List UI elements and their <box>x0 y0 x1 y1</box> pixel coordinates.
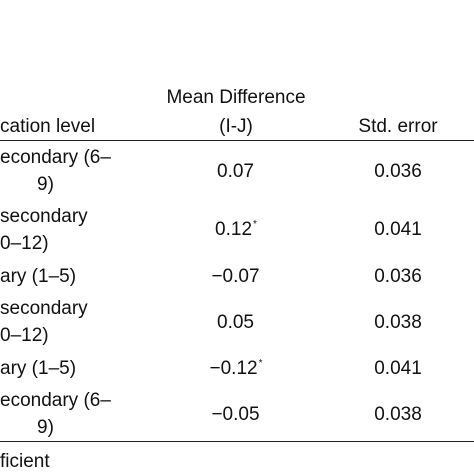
header-mean-difference-line1: Mean Difference <box>166 87 306 108</box>
row-2-level-line1: secondary <box>0 206 88 227</box>
row-6-level-line2: 9) <box>37 417 54 438</box>
header-mean-difference-line2: (I-J) <box>219 116 253 137</box>
row-3-mean-difference: −0.07 <box>211 266 260 287</box>
row-4-level-line1: secondary <box>0 298 88 319</box>
row-4-level-line2: 0–12) <box>0 325 49 346</box>
significance-marker: * <box>258 358 263 369</box>
row-2-mean-difference: 0.12* <box>215 219 257 240</box>
row-4-std-error: 0.038 <box>374 312 422 333</box>
row-1-level-line1: econdary (6– <box>0 147 111 168</box>
row-2-std-error: 0.041 <box>374 219 422 240</box>
row-1-mean-difference: 0.07 <box>217 161 254 182</box>
row-3-std-error: 0.036 <box>374 266 422 287</box>
header-divider <box>0 140 474 141</box>
table-bottom-rule <box>0 441 474 442</box>
row-3-level-line1: ary (1–5) <box>0 266 77 287</box>
header-std-error: Std. error <box>358 116 438 137</box>
table-footnote: ficient <box>0 451 50 472</box>
row-6-mean-difference: −0.05 <box>211 404 260 425</box>
header-education-level: cation level <box>0 116 96 137</box>
row-2-level-line2: 0–12) <box>0 233 49 254</box>
row-6-std-error: 0.038 <box>374 404 422 425</box>
row-1-std-error: 0.036 <box>374 161 422 182</box>
row-4-mean-difference: 0.05 <box>217 312 254 333</box>
row-5-level-line1: ary (1–5) <box>0 358 77 379</box>
row-5-mean-difference: −0.12* <box>209 358 263 379</box>
row-5-std-error: 0.041 <box>374 358 422 379</box>
row-6-level-line1: econdary (6– <box>0 390 111 411</box>
row-1-level-line2: 9) <box>37 174 54 195</box>
significance-marker: * <box>253 219 257 230</box>
